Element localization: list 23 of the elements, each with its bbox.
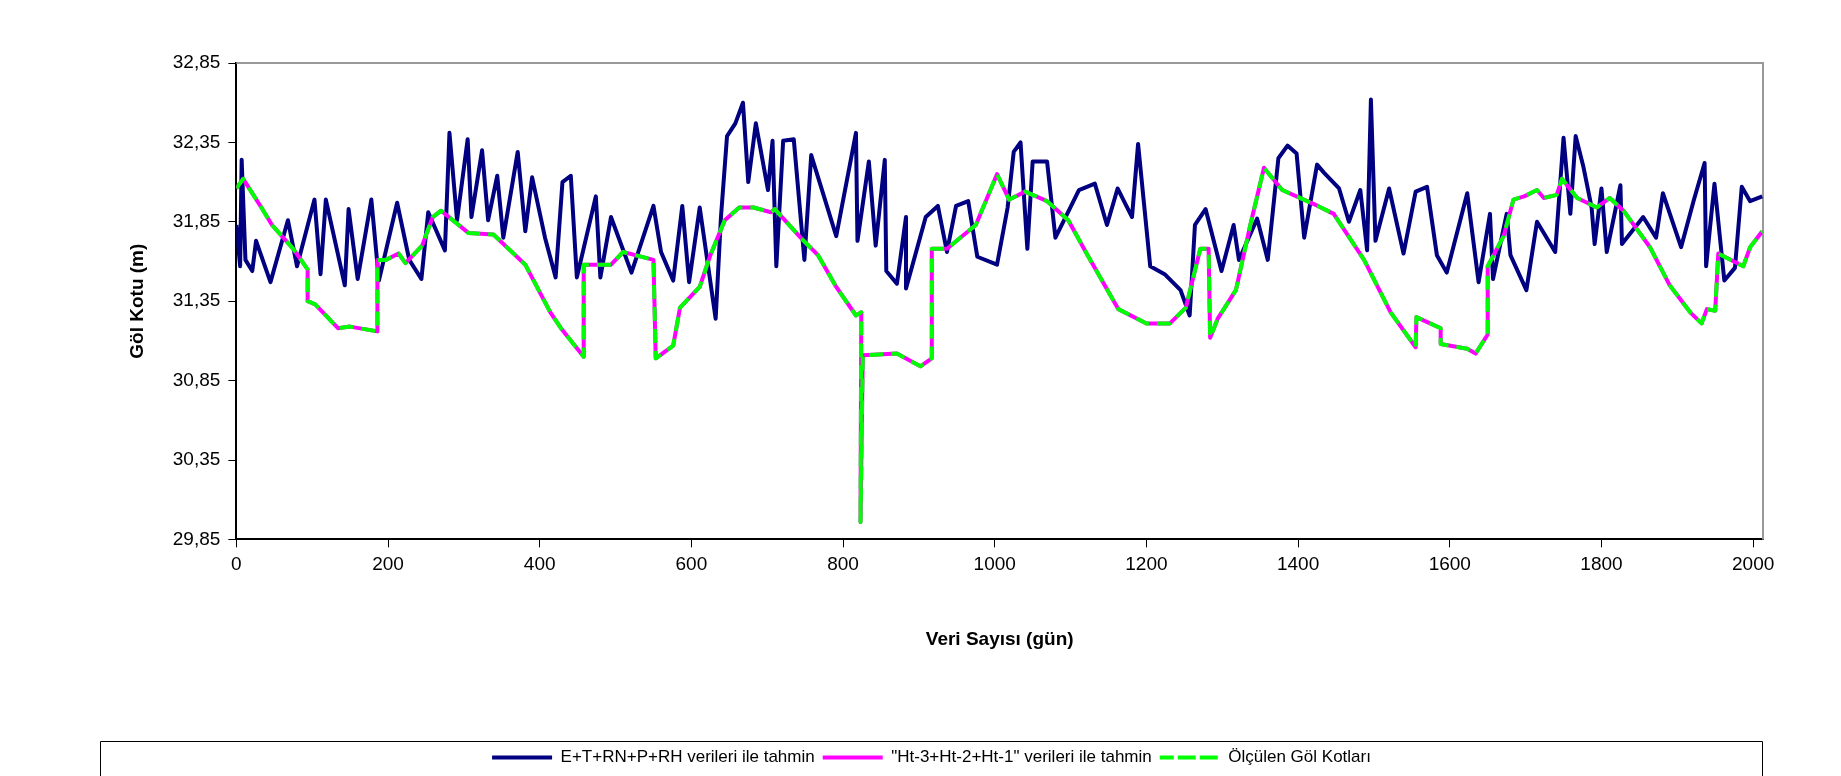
x-tick-label: 1400 xyxy=(1276,553,1320,575)
y-tick-label: 30,35 xyxy=(172,448,221,470)
x-axis-title: Veri Sayısı (gün) xyxy=(925,627,1074,649)
y-tick-label: 31,35 xyxy=(172,289,221,311)
x-tick-label: 0 xyxy=(231,553,242,575)
x-tick-label: 1000 xyxy=(973,553,1016,575)
y-tick-label: 32,35 xyxy=(172,130,221,152)
x-tick-label: 800 xyxy=(827,553,859,575)
x-tick-label: 600 xyxy=(675,553,708,575)
y-tick-label: 32,85 xyxy=(172,51,221,73)
x-tick-label: 1600 xyxy=(1428,553,1471,575)
legend-label: E+T+RN+P+RH verileri ile tahmin xyxy=(560,747,815,767)
y-tick-label: 29,85 xyxy=(172,527,221,549)
x-tick-label: 1800 xyxy=(1580,553,1623,575)
y-tick-label: 30,85 xyxy=(172,368,221,390)
x-tick-label: 2000 xyxy=(1732,553,1775,575)
x-tick-label: 400 xyxy=(523,553,556,575)
legend-label: "Ht-3+Ht-2+Ht-1" verileri ile tahmin xyxy=(891,747,1152,767)
y-tick-label: 31,85 xyxy=(172,210,221,232)
x-tick-label: 1200 xyxy=(1125,553,1168,575)
y-axis-title: Göl Kotu (m) xyxy=(125,243,147,359)
legend-label: Ölçülen Göl Kotları xyxy=(1228,747,1371,767)
x-tick-label: 200 xyxy=(372,553,404,575)
